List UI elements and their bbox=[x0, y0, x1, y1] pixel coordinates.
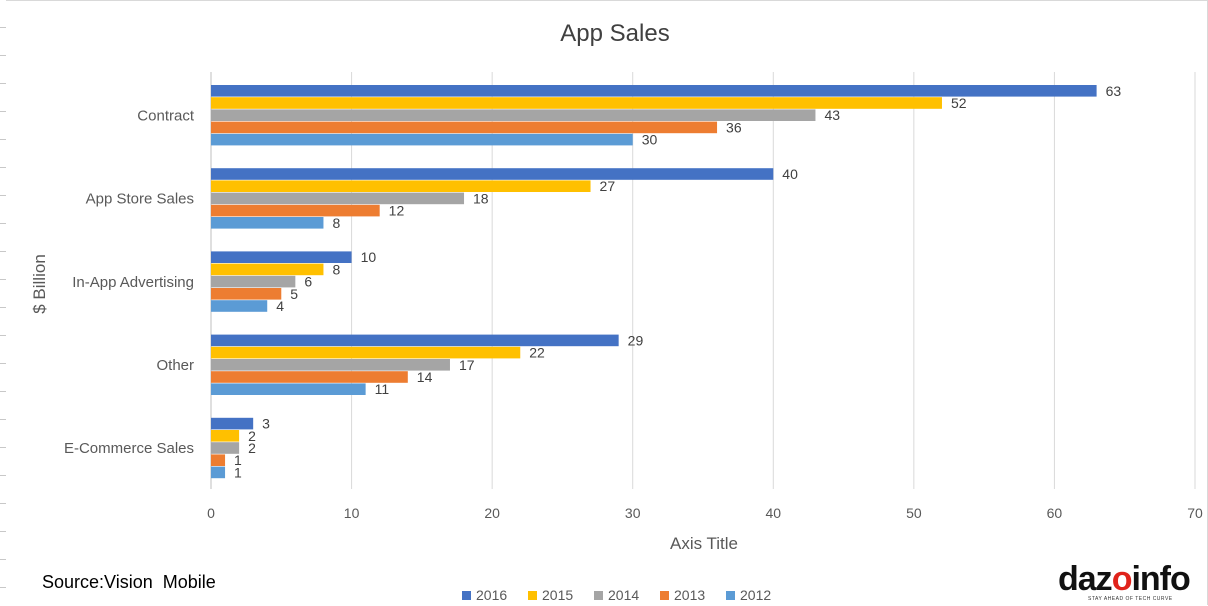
data-label: 4 bbox=[276, 298, 284, 314]
data-label: 5 bbox=[290, 286, 298, 302]
bar bbox=[211, 204, 380, 217]
source-note: Source:Vision Mobile bbox=[42, 572, 216, 592]
category-label: In-App Advertising bbox=[72, 274, 194, 291]
bar bbox=[211, 417, 254, 430]
bar bbox=[211, 275, 296, 288]
x-tick-labels: 0 10 20 30 40 50 60 70 bbox=[207, 505, 1203, 521]
x-tick-label: 40 bbox=[765, 505, 781, 521]
bar bbox=[211, 263, 324, 276]
legend-label: 2016 bbox=[476, 587, 507, 603]
bar bbox=[211, 288, 282, 300]
logo-prefix: daz bbox=[1058, 560, 1113, 598]
x-tick-label: 50 bbox=[906, 505, 922, 521]
bar bbox=[211, 454, 226, 466]
bar bbox=[211, 168, 774, 180]
data-label: 63 bbox=[1106, 83, 1122, 99]
data-label: 12 bbox=[389, 203, 405, 219]
y-axis-title: $ Billion bbox=[30, 254, 49, 314]
bar bbox=[211, 217, 324, 229]
logo-suffix: info bbox=[1131, 560, 1190, 598]
logo-tagline: STAY AHEAD OF TECH CURVE bbox=[1088, 596, 1173, 602]
bar bbox=[211, 383, 366, 395]
bar bbox=[211, 251, 352, 263]
bar bbox=[211, 466, 226, 479]
bar bbox=[211, 109, 816, 121]
x-tick-label: 20 bbox=[484, 505, 500, 521]
data-label: 27 bbox=[600, 178, 616, 194]
data-label: 18 bbox=[473, 190, 489, 206]
bar bbox=[211, 133, 633, 146]
logo-accent: o bbox=[1111, 560, 1133, 598]
bar bbox=[211, 192, 465, 205]
x-tick-label: 70 bbox=[1187, 505, 1203, 521]
bars bbox=[211, 85, 1097, 479]
data-label: 10 bbox=[361, 249, 377, 265]
data-label: 29 bbox=[628, 332, 644, 348]
legend: 2016 2015 2014 2013 2012 bbox=[462, 587, 771, 603]
category-label: App Store Sales bbox=[86, 191, 194, 208]
bar bbox=[211, 359, 450, 371]
bar bbox=[211, 346, 521, 359]
data-label: 2 bbox=[248, 428, 256, 444]
data-label: 17 bbox=[459, 357, 475, 373]
bar bbox=[211, 97, 942, 109]
legend-swatch bbox=[726, 591, 735, 600]
category-label: Contract bbox=[137, 107, 195, 124]
x-tick-label: 0 bbox=[207, 505, 215, 521]
bar bbox=[211, 430, 240, 442]
legend-label: 2013 bbox=[674, 587, 705, 603]
legend-label: 2014 bbox=[608, 587, 639, 603]
data-label: 11 bbox=[375, 381, 390, 397]
data-label: 30 bbox=[642, 132, 658, 148]
data-label: 40 bbox=[782, 166, 798, 182]
category-label: Other bbox=[156, 357, 194, 374]
bar bbox=[211, 85, 1097, 97]
chart-title: App Sales bbox=[560, 20, 669, 47]
bar bbox=[211, 371, 408, 383]
data-label: 8 bbox=[332, 261, 340, 277]
legend-label: 2012 bbox=[740, 587, 771, 603]
data-label: 1 bbox=[234, 464, 242, 480]
legend-swatch bbox=[660, 591, 669, 600]
bar bbox=[211, 300, 268, 312]
category-label: E-Commerce Sales bbox=[64, 440, 194, 457]
data-label: 6 bbox=[304, 274, 312, 290]
data-label: 3 bbox=[262, 416, 270, 432]
category-labels: Contract App Store Sales In-App Advertisin… bbox=[64, 107, 195, 457]
bar bbox=[211, 442, 240, 454]
left-ruler bbox=[0, 0, 6, 606]
legend-label: 2015 bbox=[542, 587, 573, 603]
data-label: 43 bbox=[824, 107, 840, 123]
legend-swatch bbox=[462, 591, 471, 600]
data-label: 8 bbox=[332, 215, 340, 231]
bar bbox=[211, 334, 619, 347]
x-tick-label: 30 bbox=[625, 505, 641, 521]
dazeinfo-logo: dazoinfo STAY AHEAD OF TECH CURVE bbox=[1058, 562, 1198, 606]
x-axis-title: Axis Title bbox=[670, 534, 738, 553]
legend-swatch bbox=[528, 591, 537, 600]
data-label: 2 bbox=[248, 440, 256, 456]
x-tick-label: 60 bbox=[1047, 505, 1063, 521]
x-tick-label: 10 bbox=[344, 505, 360, 521]
bar bbox=[211, 180, 591, 192]
data-label: 52 bbox=[951, 95, 967, 111]
data-label: 1 bbox=[234, 452, 242, 468]
data-label: 22 bbox=[529, 345, 545, 361]
data-label: 36 bbox=[726, 119, 742, 135]
data-label: 14 bbox=[417, 369, 433, 385]
bar bbox=[211, 121, 718, 134]
legend-swatch bbox=[594, 591, 603, 600]
